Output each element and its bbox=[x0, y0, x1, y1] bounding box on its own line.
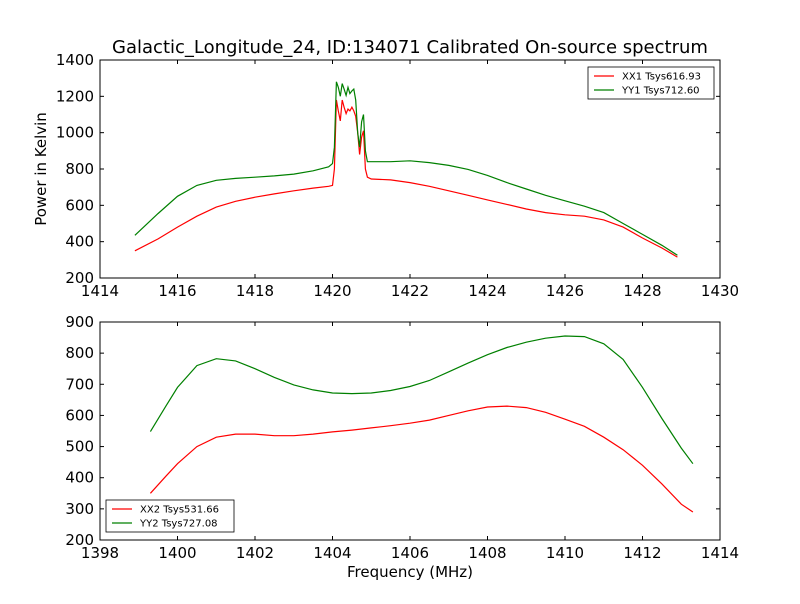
series-line-1 bbox=[149, 405, 694, 513]
y-tick-label: 400 bbox=[65, 233, 94, 251]
legend-label: YY2 Tsys727.08 bbox=[139, 519, 218, 530]
legend-box bbox=[587, 66, 715, 100]
x-tick-label: 1418 bbox=[236, 282, 274, 300]
x-tick-label: 1402 bbox=[236, 544, 274, 562]
legend: XX2 Tsys531.66 YY2 Tsys727.08 bbox=[105, 499, 235, 533]
series-line-2 bbox=[134, 81, 678, 256]
series-line-1 bbox=[134, 99, 678, 258]
x-tick-label: 1428 bbox=[623, 282, 661, 300]
x-tick-label: 1412 bbox=[623, 544, 661, 562]
y-tick-label: 800 bbox=[65, 344, 94, 362]
y-tick-label: 600 bbox=[65, 196, 94, 214]
legend-label: XX2 Tsys531.66 bbox=[140, 505, 219, 516]
y-tick-label: 1000 bbox=[56, 124, 94, 142]
x-tick-label: 1414 bbox=[701, 544, 739, 562]
legend-label: XX1 Tsys616.93 bbox=[622, 72, 701, 83]
x-tick-label: 1414 bbox=[81, 282, 119, 300]
x-tick-label: 1410 bbox=[546, 544, 584, 562]
chart-title: Galactic_Longitude_24, ID:134071 Calibra… bbox=[112, 37, 708, 58]
y-tick-label: 1400 bbox=[56, 51, 94, 69]
x-tick-label: 1422 bbox=[391, 282, 429, 300]
bottom-xlabel: Frequency (MHz) bbox=[347, 563, 473, 581]
x-tick-label: 1420 bbox=[313, 282, 351, 300]
x-tick-label: 1426 bbox=[546, 282, 584, 300]
x-tick-label: 1400 bbox=[158, 544, 196, 562]
x-tick-label: 1406 bbox=[391, 544, 429, 562]
x-tick-label: 1416 bbox=[158, 282, 196, 300]
y-tick-label: 800 bbox=[65, 160, 94, 178]
y-tick-label: 600 bbox=[65, 406, 94, 424]
y-tick-label: 700 bbox=[65, 375, 94, 393]
top-ylabel: Power in Kelvin bbox=[32, 112, 50, 226]
x-tick-label: 1404 bbox=[313, 544, 351, 562]
x-tick-label: 1398 bbox=[81, 544, 119, 562]
y-tick-label: 300 bbox=[65, 500, 94, 518]
y-tick-label: 400 bbox=[65, 469, 94, 487]
legend: XX1 Tsys616.93 YY1 Tsys712.60 bbox=[587, 66, 715, 100]
x-tick-label: 1424 bbox=[468, 282, 506, 300]
legend-label: YY1 Tsys712.60 bbox=[621, 86, 700, 97]
series-line-2 bbox=[149, 335, 694, 465]
top-plot: 1414 1416 1418 1420 1422 1424 1426 1428 1430 200 4… bbox=[56, 51, 739, 300]
x-tick-label: 1408 bbox=[468, 544, 506, 562]
y-tick-label: 200 bbox=[65, 531, 94, 549]
x-tick-label: 1430 bbox=[701, 282, 739, 300]
y-tick-label: 200 bbox=[65, 269, 94, 287]
y-tick-label: 900 bbox=[65, 313, 94, 331]
bottom-plot: 1398 1400 1402 1404 1406 1408 1410 1412 1414 200 3… bbox=[65, 313, 739, 562]
y-tick-label: 500 bbox=[65, 438, 94, 456]
legend-box bbox=[105, 499, 235, 533]
y-tick-label: 1200 bbox=[56, 87, 94, 105]
